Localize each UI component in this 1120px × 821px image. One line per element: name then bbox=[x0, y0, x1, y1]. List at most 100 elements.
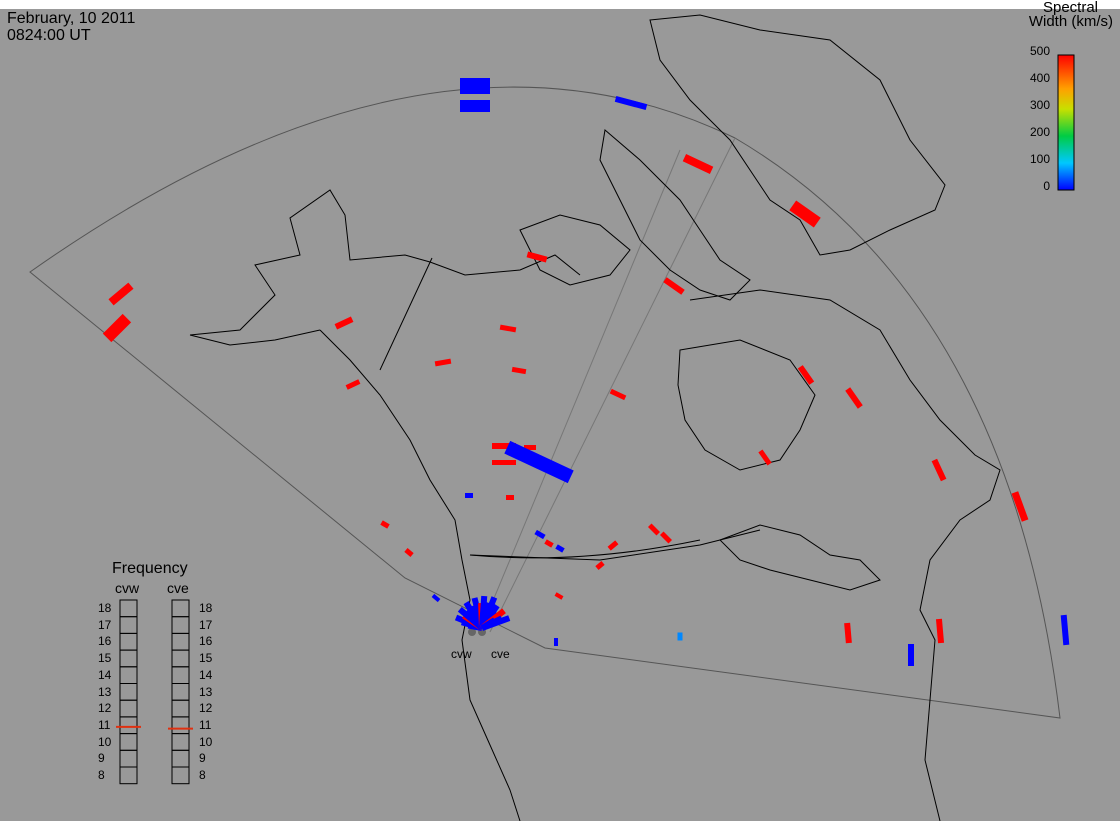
frequency-level-label: 13 bbox=[98, 684, 112, 699]
echo-cell bbox=[682, 154, 714, 174]
fov-beam-right bbox=[489, 137, 736, 633]
colorbar-tick-100: 100 bbox=[1029, 152, 1050, 166]
colorbar-tick-300: 300 bbox=[1029, 98, 1050, 112]
echo-cell bbox=[931, 458, 947, 482]
echo-cell bbox=[345, 379, 361, 390]
frequency-level-label: 9 bbox=[98, 751, 105, 766]
colorbar-title-line2: Width (km/s) bbox=[1028, 13, 1113, 30]
echo-cell bbox=[380, 520, 390, 529]
frequency-level-label: 16 bbox=[98, 634, 112, 649]
frequency-level-label: 12 bbox=[199, 701, 213, 716]
hudson-bay bbox=[677, 339, 816, 471]
arctic-islands bbox=[519, 214, 631, 286]
colorbar-tick-0: 0 bbox=[1043, 179, 1050, 193]
echo-cell bbox=[404, 548, 414, 557]
echo-cell bbox=[844, 622, 852, 644]
echo-cell bbox=[647, 523, 661, 536]
great-lakes bbox=[719, 524, 881, 591]
echo-cell bbox=[534, 529, 546, 540]
frequency-cell bbox=[119, 766, 138, 785]
frequency-level-label: 11 bbox=[199, 717, 212, 732]
coastlines bbox=[189, 14, 1001, 821]
colorbar-tick-500: 500 bbox=[1029, 44, 1050, 58]
echo-cell bbox=[797, 365, 815, 385]
frequency-level-label: 14 bbox=[98, 667, 112, 682]
frequency-level-label: 17 bbox=[98, 617, 112, 632]
frequency-level-label: 11 bbox=[98, 717, 111, 732]
echo-cell bbox=[492, 460, 516, 465]
map-background bbox=[0, 9, 1120, 821]
frequency-column-cvw: cvw bbox=[115, 580, 140, 596]
frequency-level-label: 10 bbox=[98, 734, 112, 749]
frequency-cell bbox=[171, 766, 190, 785]
borders bbox=[379, 257, 701, 559]
frequency-level-label: 18 bbox=[199, 601, 213, 615]
echo-cell bbox=[431, 593, 441, 603]
frequency-level-label: 17 bbox=[199, 617, 213, 632]
date-label: February, 10 2011 bbox=[7, 10, 136, 27]
echo-cell bbox=[935, 618, 945, 644]
radar-site-cvw bbox=[468, 628, 476, 636]
echo-cell bbox=[492, 443, 516, 449]
echo-cell bbox=[614, 95, 648, 111]
echo-cell bbox=[526, 251, 548, 263]
labrador-coast bbox=[689, 289, 1001, 821]
echo-cell bbox=[504, 440, 574, 484]
echo-cell bbox=[845, 387, 863, 409]
echo-cell bbox=[659, 531, 673, 544]
echo-cell bbox=[465, 493, 473, 498]
frequency-level-label: 16 bbox=[199, 634, 213, 649]
aleutians bbox=[189, 329, 321, 346]
echo-cell bbox=[607, 540, 619, 551]
frequency-title: Frequency bbox=[112, 560, 188, 577]
frequency-level-label: 14 bbox=[199, 667, 213, 682]
radar-label-cve: cve bbox=[491, 647, 510, 661]
echo-cell bbox=[908, 644, 914, 666]
echo-cell bbox=[1060, 614, 1070, 646]
echo-cell bbox=[334, 316, 354, 330]
echo-cell bbox=[460, 100, 490, 112]
echo-cell bbox=[758, 449, 772, 466]
radar-label-cvw: cvw bbox=[451, 647, 472, 661]
frequency-level-label: 13 bbox=[199, 684, 213, 699]
baffin-island bbox=[599, 129, 751, 301]
frequency-level-label: 8 bbox=[199, 768, 206, 782]
colorbar bbox=[1057, 54, 1075, 191]
colorbar-tick-400: 400 bbox=[1029, 71, 1050, 85]
frequency-column-cve: cve bbox=[167, 580, 189, 596]
colorbar-tick-200: 200 bbox=[1029, 125, 1050, 139]
alaska-coast bbox=[189, 189, 581, 336]
echo-layer bbox=[102, 78, 1070, 666]
time-label: 0824:00 UT bbox=[7, 27, 91, 44]
echo-cell bbox=[434, 358, 452, 367]
echo-cell bbox=[555, 544, 565, 553]
echo-cell bbox=[108, 282, 134, 306]
echo-cell bbox=[102, 313, 132, 343]
west-coast bbox=[319, 329, 521, 821]
colorbar-title-line1: Spectral bbox=[1042, 0, 1098, 16]
frequency-level-label: 15 bbox=[199, 651, 213, 666]
echo-cell bbox=[595, 561, 605, 570]
frequency-boxes bbox=[116, 599, 193, 785]
frequency-level-label: 12 bbox=[98, 701, 112, 716]
echo-cell bbox=[663, 277, 685, 295]
echo-cell bbox=[506, 495, 514, 500]
echo-cell bbox=[554, 638, 558, 646]
echo-cell bbox=[499, 324, 517, 333]
echo-cell bbox=[554, 592, 564, 600]
frequency-level-label: 9 bbox=[199, 751, 206, 766]
echo-cell bbox=[511, 366, 527, 375]
echo-cell bbox=[524, 445, 536, 450]
echo-cell bbox=[480, 615, 511, 631]
echo-cell bbox=[677, 632, 683, 641]
echo-cell bbox=[789, 200, 821, 228]
echo-cell bbox=[460, 78, 490, 94]
alaska-border bbox=[379, 257, 433, 371]
echo-cell bbox=[609, 388, 627, 401]
frequency-level-label: 15 bbox=[98, 651, 112, 666]
greenland bbox=[649, 14, 946, 256]
frequency-level-label: 18 bbox=[98, 601, 112, 615]
us-canada-border bbox=[469, 539, 701, 559]
